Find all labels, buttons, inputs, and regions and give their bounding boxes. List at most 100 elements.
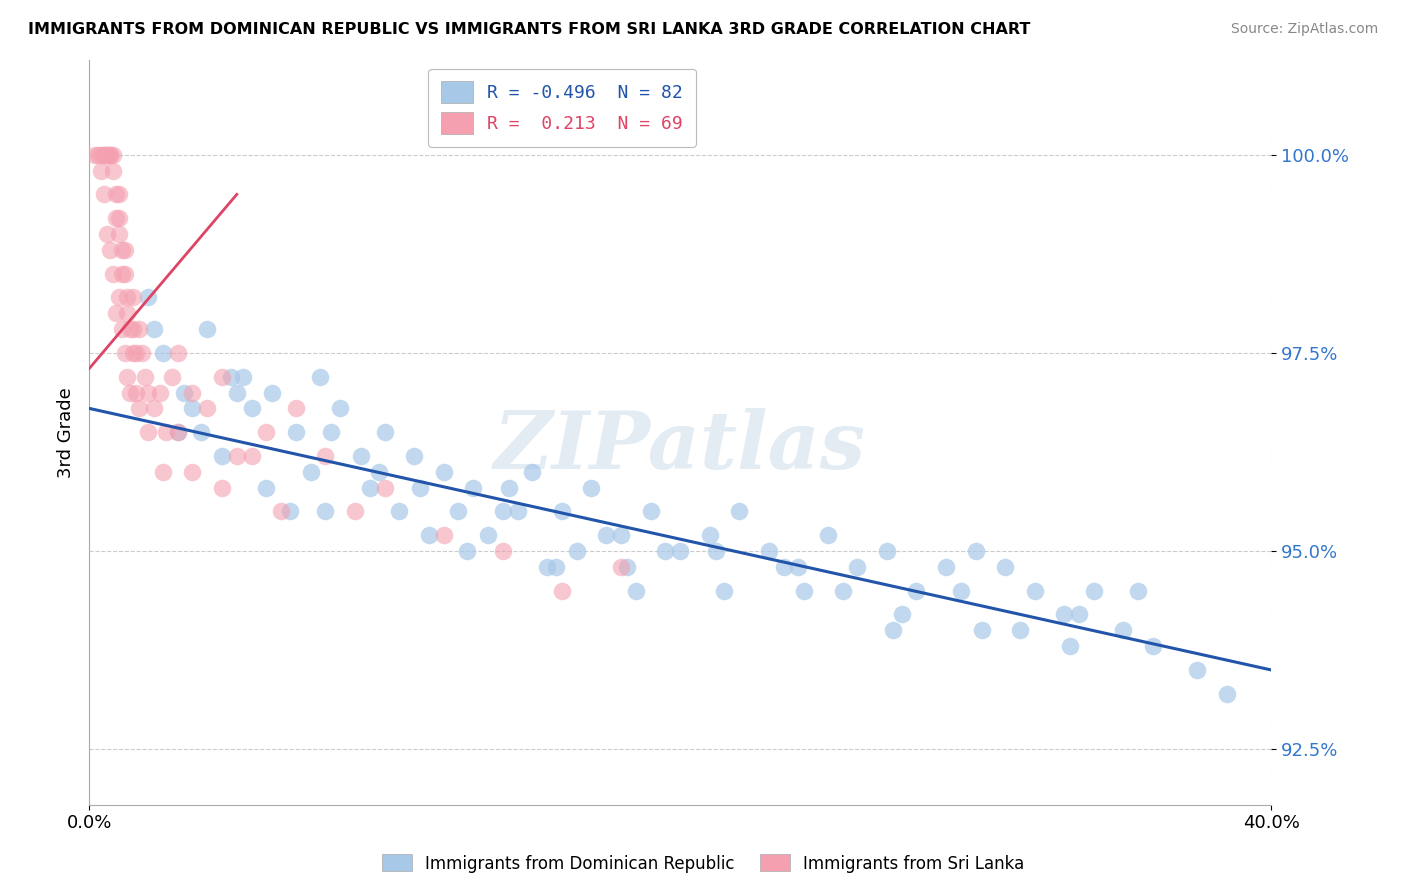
- Point: [595, 528, 617, 542]
- Point: [793, 583, 815, 598]
- Point: [787, 560, 810, 574]
- Point: [136, 290, 159, 304]
- Point: [240, 449, 263, 463]
- Point: [152, 346, 174, 360]
- Point: [506, 504, 529, 518]
- Point: [344, 504, 367, 518]
- Point: [970, 624, 993, 638]
- Point: [262, 385, 284, 400]
- Point: [498, 481, 520, 495]
- Point: [299, 465, 322, 479]
- Text: IMMIGRANTS FROM DOMINICAN REPUBLIC VS IMMIGRANTS FROM SRI LANKA 3RD GRADE CORREL: IMMIGRANTS FROM DOMINICAN REPUBLIC VS IM…: [28, 22, 1031, 37]
- Point: [882, 624, 904, 638]
- Point: [166, 425, 188, 439]
- Point: [104, 211, 127, 226]
- Point: [463, 481, 485, 495]
- Point: [128, 401, 150, 416]
- Point: [314, 449, 336, 463]
- Point: [134, 369, 156, 384]
- Y-axis label: 3rd Grade: 3rd Grade: [58, 387, 75, 477]
- Point: [654, 544, 676, 558]
- Point: [166, 425, 188, 439]
- Point: [890, 607, 912, 622]
- Point: [107, 187, 129, 202]
- Point: [433, 465, 456, 479]
- Point: [98, 147, 121, 161]
- Point: [195, 401, 218, 416]
- Point: [160, 369, 183, 384]
- Point: [447, 504, 470, 518]
- Point: [374, 425, 396, 439]
- Point: [876, 544, 898, 558]
- Point: [104, 187, 127, 202]
- Point: [136, 385, 159, 400]
- Point: [211, 449, 233, 463]
- Point: [152, 465, 174, 479]
- Point: [125, 385, 148, 400]
- Point: [107, 227, 129, 241]
- Point: [219, 369, 242, 384]
- Point: [211, 369, 233, 384]
- Point: [270, 504, 292, 518]
- Point: [1083, 583, 1105, 598]
- Point: [433, 528, 456, 542]
- Point: [120, 322, 142, 336]
- Point: [131, 346, 153, 360]
- Point: [211, 481, 233, 495]
- Point: [350, 449, 373, 463]
- Point: [101, 267, 124, 281]
- Point: [321, 425, 343, 439]
- Point: [114, 346, 136, 360]
- Point: [699, 528, 721, 542]
- Point: [87, 147, 110, 161]
- Point: [409, 481, 432, 495]
- Point: [817, 528, 839, 542]
- Point: [359, 481, 381, 495]
- Point: [107, 211, 129, 226]
- Point: [965, 544, 987, 558]
- Point: [581, 481, 603, 495]
- Point: [120, 385, 142, 400]
- Point: [565, 544, 588, 558]
- Point: [240, 401, 263, 416]
- Point: [128, 322, 150, 336]
- Point: [96, 227, 118, 241]
- Point: [96, 147, 118, 161]
- Point: [367, 465, 389, 479]
- Point: [93, 187, 115, 202]
- Point: [254, 425, 277, 439]
- Point: [551, 583, 574, 598]
- Point: [713, 583, 735, 598]
- Point: [173, 385, 195, 400]
- Point: [181, 465, 204, 479]
- Legend: R = -0.496  N = 82, R =  0.213  N = 69: R = -0.496 N = 82, R = 0.213 N = 69: [427, 69, 696, 147]
- Point: [935, 560, 957, 574]
- Point: [122, 290, 145, 304]
- Point: [492, 504, 515, 518]
- Point: [610, 560, 633, 574]
- Point: [225, 449, 247, 463]
- Point: [90, 163, 112, 178]
- Point: [492, 544, 515, 558]
- Point: [101, 163, 124, 178]
- Point: [949, 583, 972, 598]
- Point: [98, 243, 121, 257]
- Point: [536, 560, 558, 574]
- Legend: Immigrants from Dominican Republic, Immigrants from Sri Lanka: Immigrants from Dominican Republic, Immi…: [375, 847, 1031, 880]
- Point: [104, 306, 127, 320]
- Point: [1187, 663, 1209, 677]
- Point: [143, 322, 166, 336]
- Point: [456, 544, 478, 558]
- Point: [96, 147, 118, 161]
- Point: [254, 481, 277, 495]
- Point: [616, 560, 638, 574]
- Point: [93, 147, 115, 161]
- Text: ZIPatlas: ZIPatlas: [494, 409, 866, 486]
- Point: [624, 583, 647, 598]
- Point: [232, 369, 254, 384]
- Point: [110, 322, 132, 336]
- Point: [994, 560, 1017, 574]
- Point: [98, 147, 121, 161]
- Point: [374, 481, 396, 495]
- Point: [831, 583, 853, 598]
